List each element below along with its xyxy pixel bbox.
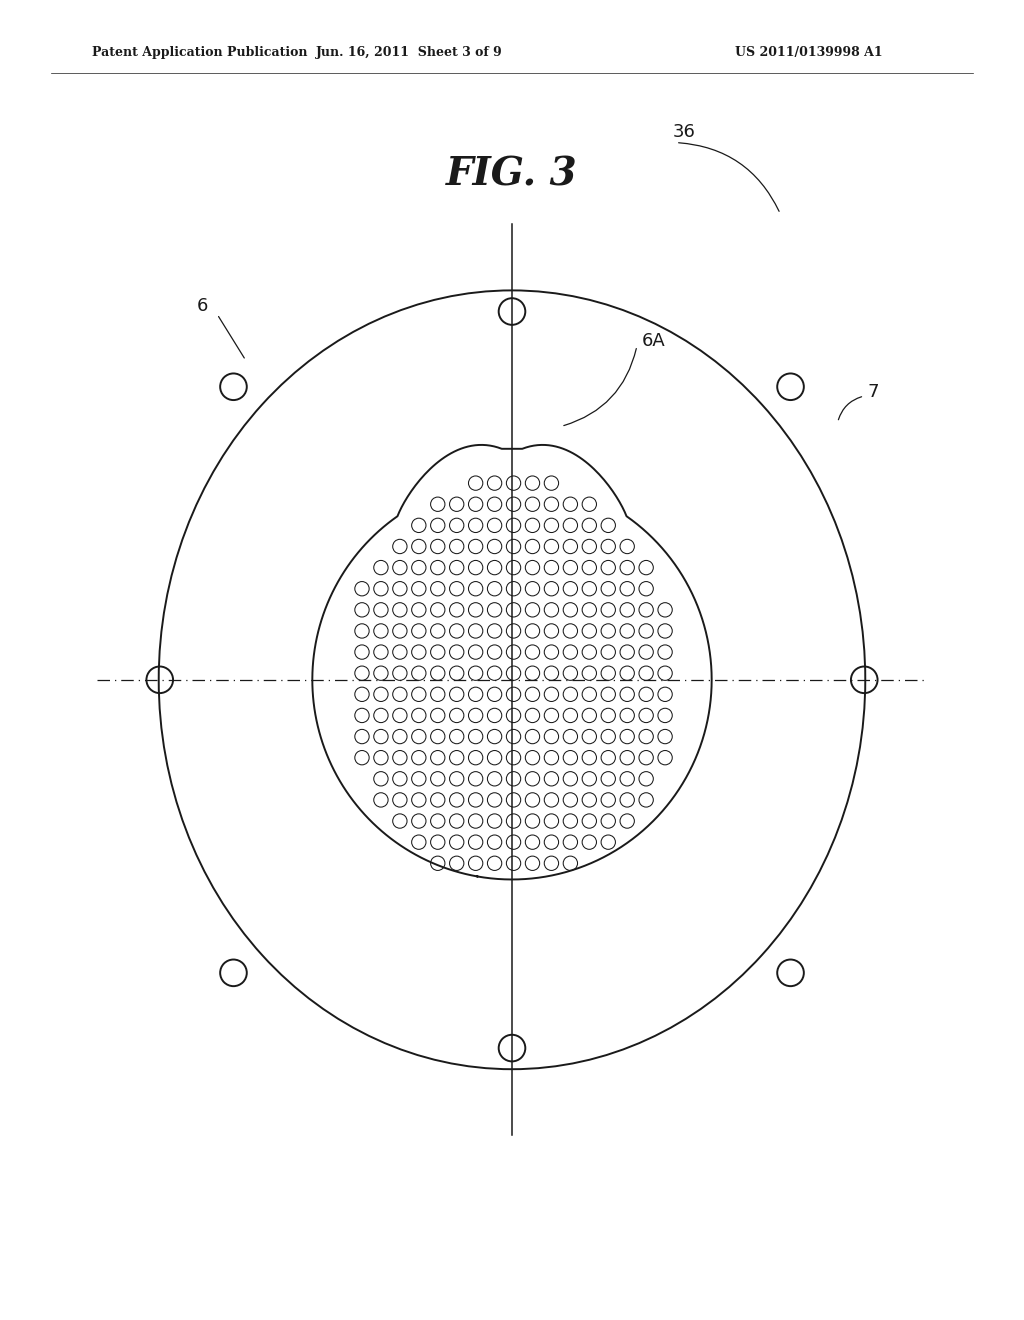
Text: FIG. 3: FIG. 3 (446, 156, 578, 193)
Text: Patent Application Publication: Patent Application Publication (92, 46, 307, 59)
Text: US 2011/0139998 A1: US 2011/0139998 A1 (735, 46, 883, 59)
Text: 7: 7 (867, 383, 880, 401)
Text: Jun. 16, 2011  Sheet 3 of 9: Jun. 16, 2011 Sheet 3 of 9 (316, 46, 503, 59)
Text: 6A: 6A (641, 331, 666, 350)
Text: 36: 36 (673, 123, 695, 141)
Text: 6: 6 (197, 297, 209, 315)
